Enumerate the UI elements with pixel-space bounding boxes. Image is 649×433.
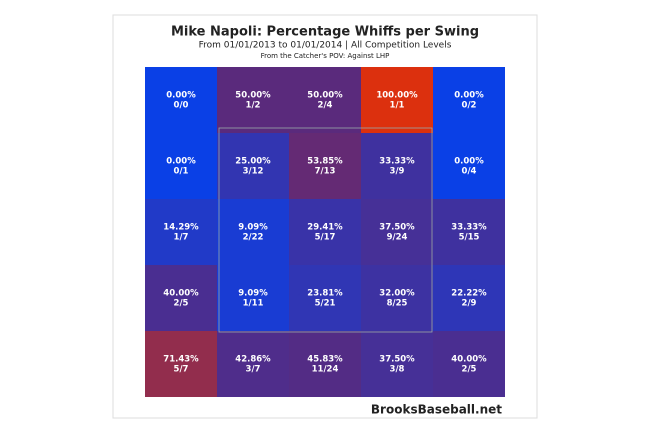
cell-count-label: 0/1 (174, 167, 189, 177)
cell (145, 133, 217, 199)
cell-value-label: 0.00% (454, 157, 484, 167)
cell-value-label: 37.50% (379, 355, 415, 365)
cell-count-label: 3/7 (246, 365, 261, 375)
cell-count-label: 5/15 (459, 233, 480, 243)
cell-count-label: 9/24 (387, 233, 408, 243)
cell-value-label: 42.86% (235, 355, 271, 365)
cell-count-label: 3/9 (390, 167, 405, 177)
cell-count-label: 1/7 (174, 233, 189, 243)
cell-count-label: 2/22 (243, 233, 264, 243)
cell-count-label: 2/4 (318, 101, 333, 111)
cell-count-label: 0/2 (462, 101, 477, 111)
cell (289, 265, 361, 331)
cell (433, 199, 505, 265)
cell-value-label: 23.81% (307, 289, 343, 299)
cell-count-label: 2/9 (462, 299, 477, 309)
cell (433, 133, 505, 199)
chart-subtitle: From 01/01/2013 to 01/01/2014 | All Comp… (199, 41, 452, 51)
grid: 0.00%0/050.00%1/250.00%2/4100.00%1/10.00… (145, 67, 505, 397)
cell-count-label: 5/17 (315, 233, 336, 243)
strike-zone (218, 127, 433, 333)
cell (217, 133, 289, 199)
cell-count-label: 8/25 (387, 299, 408, 309)
cell-value-label: 22.22% (451, 289, 487, 299)
cell-value-label: 40.00% (163, 289, 199, 299)
cell-value-label: 29.41% (307, 223, 343, 233)
cell (217, 265, 289, 331)
cell-count-label: 0/0 (174, 101, 189, 111)
cell-value-label: 50.00% (235, 91, 271, 101)
cell-count-label: 2/5 (462, 365, 477, 375)
cell (361, 265, 433, 331)
cell (145, 67, 217, 133)
cell-value-label: 50.00% (307, 91, 343, 101)
cell-value-label: 33.33% (379, 157, 415, 167)
cell (361, 331, 433, 397)
cell-count-label: 2/5 (174, 299, 189, 309)
cell (289, 67, 361, 133)
cell-count-label: 0/4 (462, 167, 477, 177)
cell-value-label: 0.00% (166, 91, 196, 101)
cell-count-label: 5/21 (315, 299, 336, 309)
cell-value-label: 0.00% (454, 91, 484, 101)
cell (217, 331, 289, 397)
chart-title: Mike Napoli: Percentage Whiffs per Swing (171, 25, 479, 40)
cell (217, 199, 289, 265)
cell-count-label: 11/24 (312, 365, 339, 375)
cell-value-label: 45.83% (307, 355, 343, 365)
cell (145, 265, 217, 331)
cell (433, 67, 505, 133)
cell (433, 265, 505, 331)
cell-value-label: 14.29% (163, 223, 199, 233)
source: BrooksBaseball.net (371, 403, 502, 417)
cell-value-label: 0.00% (166, 157, 196, 167)
cell-value-label: 53.85% (307, 157, 343, 167)
cell-value-label: 33.33% (451, 223, 487, 233)
cell (361, 133, 433, 199)
cell-count-label: 1/1 (390, 101, 405, 111)
cell-count-label: 7/13 (315, 167, 336, 177)
cell (361, 67, 433, 133)
cell-count-label: 1/11 (243, 299, 264, 309)
cell-count-label: 5/7 (174, 365, 189, 375)
cell (145, 199, 217, 265)
cell-value-label: 71.43% (163, 355, 199, 365)
chart-note: From the Catcher's POV: Against LHP (261, 52, 390, 60)
cell-count-label: 3/12 (243, 167, 264, 177)
cell-value-label: 25.00% (235, 157, 271, 167)
cell-count-label: 1/2 (246, 101, 261, 111)
cell-value-label: 9.09% (238, 223, 268, 233)
cell (289, 133, 361, 199)
cell (361, 199, 433, 265)
cell (217, 67, 289, 133)
cell-value-label: 37.50% (379, 223, 415, 233)
cell-value-label: 40.00% (451, 355, 487, 365)
cell (289, 331, 361, 397)
cell (433, 331, 505, 397)
cell (145, 331, 217, 397)
cell-value-label: 9.09% (238, 289, 268, 299)
cell-count-label: 3/8 (390, 365, 405, 375)
cell-value-label: 32.00% (379, 289, 415, 299)
cell (289, 199, 361, 265)
cell-value-label: 100.00% (376, 91, 418, 101)
